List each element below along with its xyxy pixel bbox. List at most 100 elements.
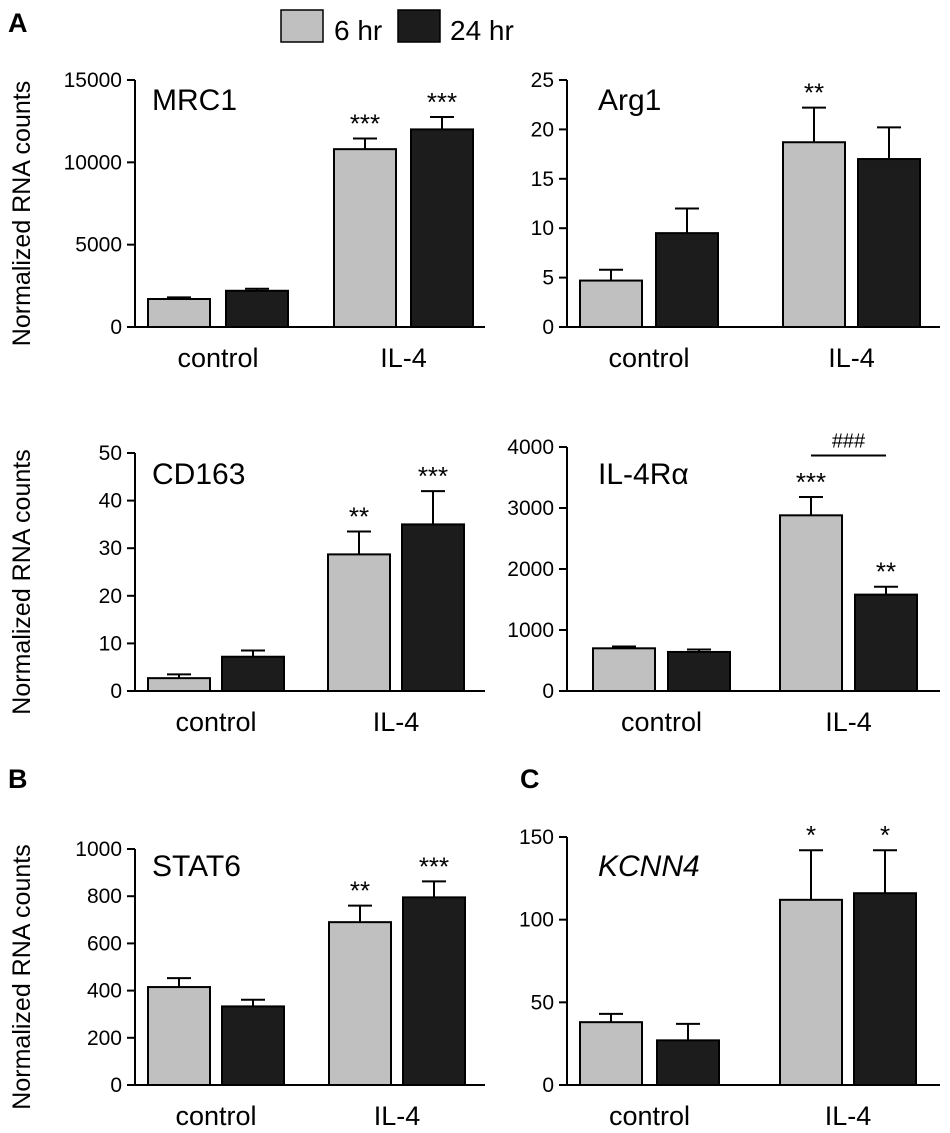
significance-label: ** (349, 502, 369, 532)
bar-control-24hr (656, 1039, 720, 1086)
y-tick-label: 0 (110, 680, 122, 703)
x-category-label: control (621, 707, 702, 737)
y-tick-label: 1000 (75, 838, 122, 861)
legend-label-6hr: 6 hr (334, 15, 382, 46)
x-category-label: control (608, 343, 689, 373)
y-tick-label: 2000 (507, 558, 554, 581)
y-tick-label: 150 (519, 826, 554, 849)
y-tick-label: 4000 (507, 436, 554, 459)
y-tick-label: 25 (531, 69, 554, 92)
chart-title: MRC1 (152, 84, 237, 117)
y-tick-label: 600 (87, 932, 122, 955)
y-tick-label: 20 (99, 585, 122, 608)
bar-il-4-6hr (779, 514, 843, 692)
bar-il-4-24hr (853, 892, 917, 1086)
bar-il-4-24hr (402, 896, 466, 1086)
panel-label-a: A (8, 8, 28, 38)
chart-title: Arg1 (598, 84, 661, 117)
y-tick-label: 50 (99, 442, 122, 465)
bracket-label: ### (832, 431, 866, 453)
y-tick-label: 15 (531, 168, 554, 191)
bar-il-4-24hr (401, 523, 465, 693)
bar-il-4-6hr (782, 141, 846, 328)
panel-label-c: C (520, 764, 540, 794)
chart-title: STAT6 (152, 850, 241, 883)
x-category-label: control (175, 1101, 256, 1131)
y-tick-label: 20 (531, 118, 554, 141)
bar-control-24hr (225, 289, 289, 329)
y-tick-label: 15000 (64, 69, 122, 92)
significance-label: *** (427, 87, 457, 117)
bar-control-6hr (592, 647, 656, 692)
bar-control-24hr (221, 655, 285, 693)
significance-label: * (806, 820, 816, 850)
bar-il-4-6hr (779, 898, 843, 1086)
chart-kcnn4: 0 50 100 150 * * control IL-4 KCNN4 (519, 820, 940, 1131)
y-tick-label: 10 (531, 217, 554, 240)
bar-il-4-24hr (857, 158, 921, 328)
bar-control-6hr (147, 986, 211, 1086)
y-tick-label: 0 (542, 680, 554, 703)
chart-arg1: 0 5 10 15 20 25 ** control IL-4 Arg1 (531, 69, 940, 373)
x-category-label: IL-4 (825, 1101, 872, 1131)
x-category-label: control (175, 707, 256, 737)
x-category-label: control (609, 1101, 690, 1131)
bar-control-6hr (147, 298, 211, 328)
bar-control-6hr (579, 279, 643, 328)
y-tick-label: 30 (99, 537, 122, 560)
significance-label: *** (350, 108, 380, 138)
panel-label-b: B (8, 764, 28, 794)
significance-label: ** (350, 876, 370, 906)
y-tick-label: 100 (519, 909, 554, 932)
legend-label-24hr: 24 hr (450, 15, 514, 46)
significance-label: *** (419, 851, 449, 881)
bar-control-24hr (221, 1005, 285, 1086)
y-tick-label: 10000 (64, 151, 122, 174)
significance-label: ** (804, 78, 824, 108)
y-axis-label: Normalized RNA counts (8, 449, 36, 714)
significance-label: *** (796, 467, 826, 497)
y-tick-label: 5000 (75, 234, 122, 257)
legend-swatch-24hr (397, 9, 441, 43)
y-tick-label: 0 (110, 1074, 122, 1097)
bar-control-24hr (655, 232, 719, 328)
y-axis-label: Normalized RNA counts (8, 81, 36, 346)
bar-il-4-6hr (327, 553, 391, 692)
y-tick-label: 1000 (507, 619, 554, 642)
y-tick-label: 0 (542, 316, 554, 339)
bar-control-6hr (147, 677, 211, 693)
significance-label: ** (876, 557, 896, 587)
y-tick-label: 400 (87, 980, 122, 1003)
y-tick-label: 0 (542, 1074, 554, 1097)
y-tick-label: 50 (531, 991, 554, 1014)
chart-mrc1: 0 5000 10000 15000 *** *** control IL-4 MRC1 Norm… (8, 69, 485, 373)
y-tick-label: 40 (99, 490, 122, 513)
chart-title: KCNN4 (598, 850, 700, 883)
significance-label: *** (418, 461, 448, 491)
legend: 6 hr 24 hr (280, 9, 514, 46)
legend-swatch-6hr (280, 9, 324, 43)
x-category-label: control (177, 343, 258, 373)
bar-il-4-6hr (328, 921, 392, 1086)
chart-title: IL-4Rα (598, 458, 689, 491)
y-tick-label: 800 (87, 885, 122, 908)
bar-il-4-24hr (410, 128, 474, 328)
y-tick-label: 200 (87, 1027, 122, 1050)
y-tick-label: 10 (99, 632, 122, 655)
y-axis-label: Normalized RNA counts (8, 844, 36, 1109)
bar-control-6hr (579, 1021, 643, 1087)
significance-label: * (880, 820, 890, 850)
y-tick-label: 0 (110, 316, 122, 339)
x-category-label: IL-4 (825, 707, 872, 737)
x-category-label: IL-4 (374, 1101, 421, 1131)
x-category-label: IL-4 (373, 707, 420, 737)
bar-control-24hr (667, 650, 731, 693)
bar-il-4-6hr (333, 148, 397, 328)
y-tick-label: 5 (542, 267, 554, 290)
x-category-label: IL-4 (380, 343, 427, 373)
bar-il-4-24hr (854, 593, 918, 692)
